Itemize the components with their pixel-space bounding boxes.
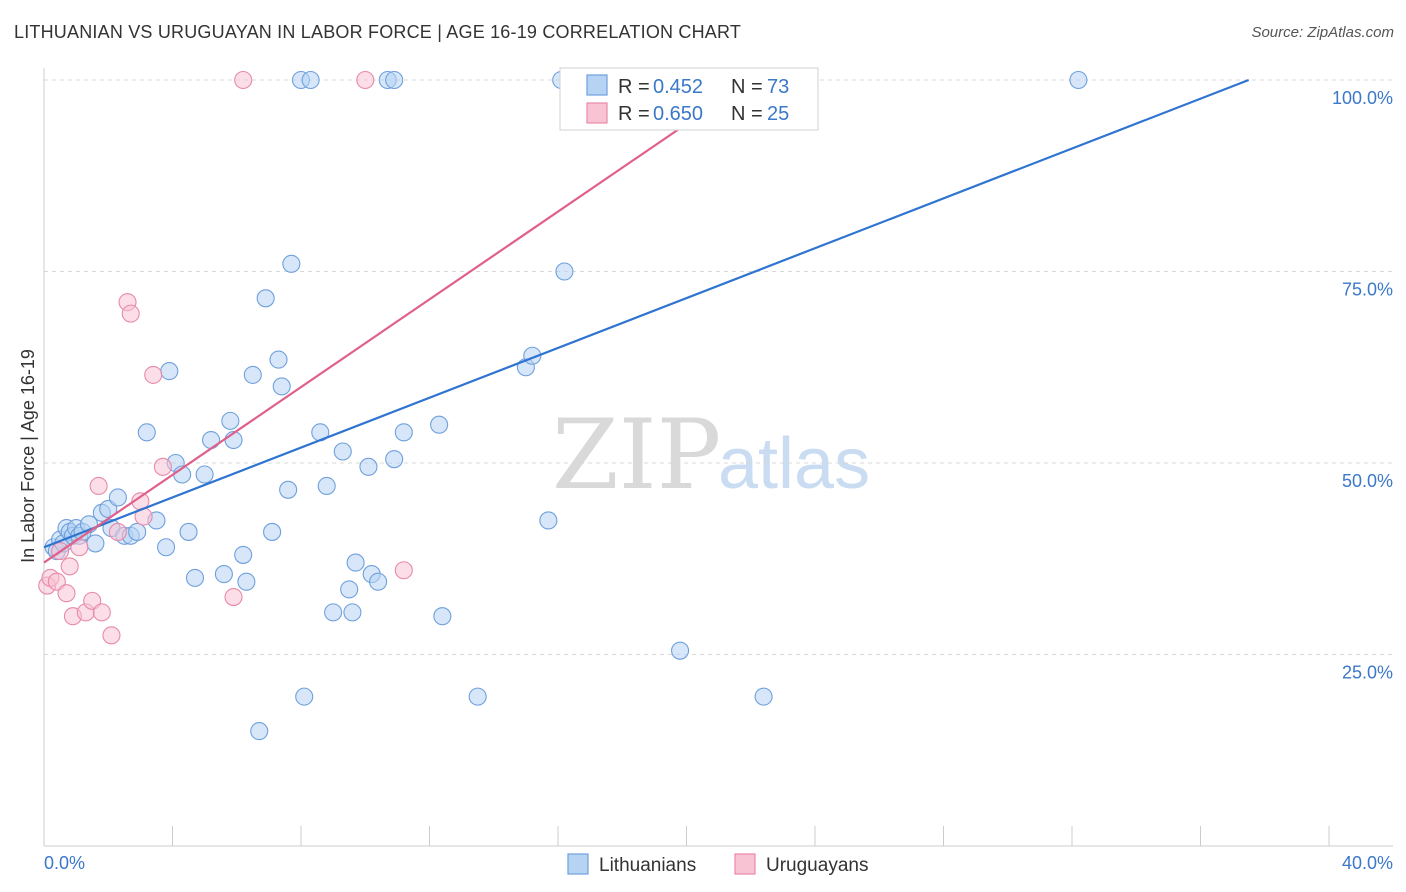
legend-n-label-2: N = [731,103,763,125]
lithuanian-point [234,545,253,564]
lithuanian-point [295,687,314,706]
lithuanian-point [263,522,282,541]
lithuanian-point [214,565,233,584]
lithuanian-point [468,687,487,706]
legend-r-value-1: 0.452 [653,76,703,98]
lithuanian-point [324,603,343,622]
lithuanian-point [1069,70,1088,90]
lithuanian-point [301,70,320,90]
lithuanian-point [555,262,574,281]
lithuanian-point [430,415,449,434]
lithuanian-point [282,254,301,273]
lithuanian-point [394,423,413,442]
lithuanian-point [195,465,214,484]
uruguayan-point [394,561,413,580]
watermark-atlas: atlas [718,424,870,504]
y-tick-label: 100.0% [1332,88,1393,108]
uruguayan-point [121,304,140,323]
legend-r-value-2: 0.650 [653,103,703,125]
uruguayan-trendline [43,79,752,564]
lithuanian-point [317,476,336,496]
uruguayan-point [144,365,163,384]
series-legend-swatch-lithuanians [567,853,589,875]
lithuanian-trendline [43,78,1250,549]
x-tick-label-max: 40.0% [1342,853,1393,873]
lithuanian-point [333,442,352,461]
trendlines [43,78,1250,564]
legend-swatch-uruguayans [586,102,608,124]
y-tick-label: 75.0% [1342,280,1393,300]
legend-n-value-2: 25 [767,103,789,125]
series-legend-swatch-uruguayans [734,853,756,875]
y-tick-label: 25.0% [1342,663,1393,683]
lithuanian-point [671,641,690,660]
uruguayan-point [60,557,79,576]
axes [43,68,1393,847]
stats-legend: R = 0.452 N = 73 R = 0.650 N = 25 [559,67,819,131]
lithuanian-point [108,488,127,507]
uruguayan-point [108,522,127,541]
watermark: ZIP atlas [552,399,870,511]
lithuanian-point [221,411,240,430]
legend-r-label-2: R = [618,103,650,125]
lithuanian-point [86,534,105,553]
lithuanian-point [343,603,362,622]
uruguayan-point [356,70,375,90]
lithuanian-point [539,511,558,530]
lithuanian-point [369,572,388,591]
lithuanian-point [237,572,256,591]
uruguayan-point [102,626,121,645]
uruguayan-point [92,603,111,622]
uruguayan-point [153,457,172,476]
watermark-zip: ZIP [552,399,721,511]
lithuanian-point [137,423,156,442]
series-legend: Lithuanians Uruguayans [567,853,868,876]
lithuanian-point [754,687,773,706]
legend-swatch-lithuanians [586,74,608,96]
lithuanian-point [185,568,205,587]
lithuanian-point [346,553,365,572]
lithuanian-point [269,350,288,369]
uruguayan-point [234,70,253,90]
lithuanian-point [385,70,404,90]
y-tick-label: 50.0% [1342,471,1393,491]
lithuanian-point [340,580,359,599]
uruguayan-point [224,587,243,607]
lithuanian-point [272,377,291,396]
lithuanian-point [433,607,452,626]
y-axis-label: In Labor Force | Age 16-19 [18,349,38,563]
lithuanian-point [250,722,269,741]
lithuanian-point [359,457,378,476]
series-legend-label-uruguayans: Uruguayans [766,855,868,876]
lithuanian-point [279,480,298,499]
legend-n-value-1: 73 [767,76,789,98]
lithuanian-point [157,538,176,557]
lithuanian-point [256,289,275,308]
series-legend-label-lithuanians: Lithuanians [599,855,696,876]
lithuanian-point [385,450,404,469]
legend-n-label-1: N = [731,76,763,98]
source-label: Source: ZipAtlas.com [1251,24,1394,41]
lithuanian-point [243,365,262,384]
uruguayan-point [89,476,108,496]
lithuanian-point [179,522,198,541]
x-tick-label-min: 0.0% [44,853,85,873]
lithuanian-point [160,362,179,381]
lithuanian-point [202,430,221,450]
uruguayan-point [57,584,76,603]
grid-lines [44,79,1393,655]
lithuanian-point [128,522,147,541]
legend-r-label-1: R = [618,76,650,98]
y-tick-labels: 25.0% 50.0% 75.0% 100.0% [1332,88,1393,683]
chart-title: LITHUANIAN VS URUGUAYAN IN LABOR FORCE |… [14,22,742,42]
